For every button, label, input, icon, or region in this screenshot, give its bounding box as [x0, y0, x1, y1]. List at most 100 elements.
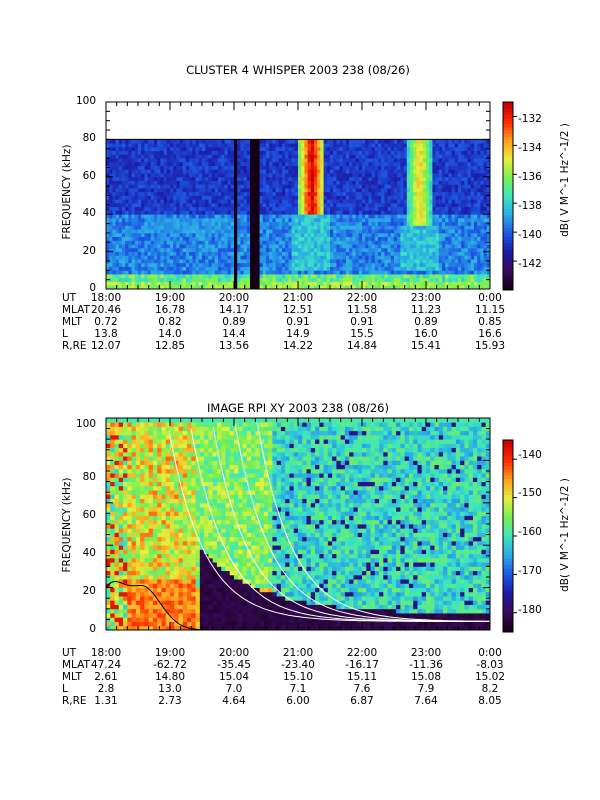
heatmap-cell [208, 255, 212, 260]
heatmap-cell [246, 247, 251, 252]
heatmap-cell [243, 255, 248, 260]
heatmap-cell [314, 270, 318, 275]
heatmap-cell [432, 225, 436, 230]
heatmap-cell [282, 285, 286, 290]
heatmap-cell [470, 176, 475, 181]
heatmap-cell [307, 143, 312, 148]
heatmap-cell [400, 202, 404, 208]
heatmap-cell [147, 229, 152, 234]
heatmap-cell [326, 173, 331, 178]
heatmap-cell [307, 191, 312, 196]
heatmap-cell [333, 165, 337, 170]
heatmap-cell [154, 277, 158, 282]
heatmap-cell [269, 281, 273, 286]
heatmap-cell [176, 191, 180, 196]
heatmap-cell [320, 247, 324, 252]
heatmap-cell [362, 247, 366, 252]
heatmap-cell [118, 210, 123, 215]
heatmap-cell [358, 217, 363, 223]
heatmap-cell [125, 184, 129, 189]
heatmap-cell [154, 173, 158, 178]
heatmap-cell [147, 158, 152, 163]
heatmap-cell [109, 232, 113, 238]
heatmap-cell [438, 281, 443, 286]
heatmap-cell [195, 202, 200, 208]
heatmap-cell [368, 221, 372, 226]
heatmap-cell [227, 229, 232, 234]
heatmap-cell [400, 180, 404, 185]
heatmap-cell [486, 173, 491, 178]
heatmap-cell [342, 251, 347, 256]
heatmap-cell [288, 262, 292, 267]
heatmap-cell [259, 146, 264, 152]
heatmap-cell [253, 146, 257, 152]
heatmap-cell [326, 206, 331, 211]
heatmap-cell [134, 225, 139, 230]
heatmap-cell [106, 173, 110, 178]
heatmap-cell [170, 221, 174, 226]
heatmap-cell [272, 277, 276, 282]
heatmap-cell [400, 240, 404, 245]
heatmap-cell [374, 199, 379, 204]
heatmap-cell [387, 232, 392, 238]
heatmap-cell [352, 262, 356, 267]
heatmap-cell [266, 158, 270, 163]
heatmap-cell [182, 240, 187, 245]
heatmap-cell [285, 244, 289, 249]
heatmap-cell [269, 173, 273, 178]
heatmap-cell [397, 165, 401, 170]
heatmap-cell [410, 195, 414, 200]
heatmap-cell [416, 244, 420, 249]
heatmap-cell [179, 277, 184, 282]
heatmap-cell [451, 266, 456, 271]
heatmap-cell [208, 247, 212, 252]
heatmap-cell [480, 285, 484, 290]
heatmap-cell [371, 277, 376, 282]
heatmap-cell [307, 150, 312, 155]
heatmap-cell [115, 270, 120, 275]
heatmap-cell [467, 277, 472, 282]
heatmap-cell [173, 195, 177, 200]
heatmap-cell [224, 154, 228, 159]
heatmap-cell [384, 285, 388, 290]
heatmap-cell [109, 262, 113, 267]
heatmap-cell [218, 154, 222, 159]
heatmap-cell [131, 169, 136, 174]
heatmap-cell [208, 281, 212, 286]
heatmap-cell [122, 232, 126, 238]
heatmap-cell [189, 274, 193, 279]
heatmap-cell [291, 240, 296, 245]
heatmap-cell [186, 202, 190, 208]
heatmap-cell [202, 154, 206, 159]
heatmap-cell [256, 143, 260, 148]
heatmap-cell [214, 154, 219, 159]
heatmap-cell [224, 146, 228, 152]
heatmap-cell [416, 150, 420, 155]
heatmap-cell [368, 165, 372, 170]
heatmap-cell [403, 165, 408, 170]
heatmap-cell [250, 240, 254, 245]
heatmap-cell [160, 206, 164, 211]
heatmap-cell [173, 255, 177, 260]
heatmap-cell [173, 202, 177, 208]
heatmap-cell [221, 229, 225, 234]
heatmap-cell [426, 251, 430, 256]
heatmap-cell [179, 191, 184, 196]
heatmap-cell [342, 199, 347, 204]
heatmap-cell [349, 262, 353, 267]
heatmap-cell [269, 221, 273, 226]
heatmap-cell [371, 244, 376, 249]
heatmap-cell [131, 259, 136, 264]
heatmap-cell [387, 277, 392, 282]
heatmap-cell [342, 161, 347, 166]
heatmap-cell [221, 255, 225, 260]
heatmap-cell [371, 214, 376, 219]
heatmap-cell [454, 202, 459, 208]
heatmap-cell [160, 139, 164, 144]
heatmap-cell [278, 202, 283, 208]
heatmap-cell [330, 146, 334, 152]
heatmap-cell [163, 184, 168, 189]
heatmap-cell [454, 270, 459, 275]
heatmap-cell [230, 139, 235, 144]
heatmap-cell [285, 202, 289, 208]
